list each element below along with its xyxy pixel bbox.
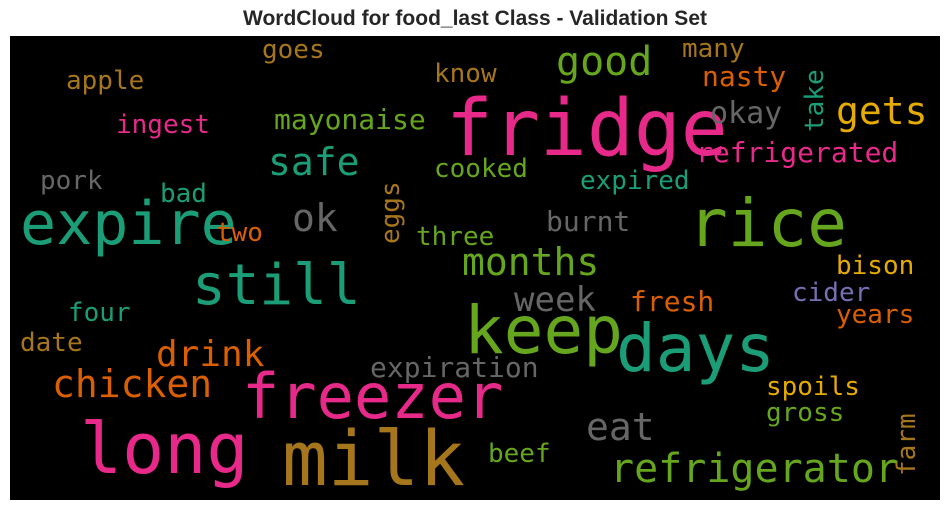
- word-okay: okay: [710, 96, 783, 131]
- word-spoils: spoils: [766, 372, 860, 402]
- word-take: take: [800, 69, 830, 132]
- word-ok: ok: [292, 196, 338, 240]
- word-gross: gross: [766, 398, 845, 428]
- word-cider: cider: [792, 278, 871, 308]
- word-many: many: [682, 36, 745, 64]
- word-still: still: [192, 253, 361, 318]
- word-days: days: [616, 310, 775, 387]
- word-pork: pork: [40, 166, 103, 196]
- word-apple: apple: [66, 66, 145, 96]
- word-years: years: [836, 300, 915, 330]
- word-fresh: fresh: [630, 285, 715, 318]
- word-three: three: [416, 222, 495, 252]
- word-goes: goes: [262, 36, 325, 65]
- word-eggs: eggs: [376, 181, 406, 244]
- word-gets: gets: [836, 89, 928, 133]
- word-beef: beef: [488, 439, 551, 469]
- word-chicken: chicken: [52, 362, 213, 406]
- word-expiration: expiration: [370, 351, 539, 384]
- word-burnt: burnt: [546, 205, 631, 238]
- word-refrigerator: refrigerator: [610, 446, 899, 492]
- word-fridge: fridge: [446, 84, 728, 174]
- word-cooked: cooked: [434, 154, 528, 184]
- word-months: months: [462, 240, 600, 284]
- word-mayonaise: mayonaise: [274, 103, 426, 136]
- word-eat: eat: [586, 405, 655, 449]
- chart-title: WordCloud for food_last Class - Validati…: [243, 7, 707, 30]
- word-know: know: [434, 59, 497, 89]
- word-farm: farm: [892, 413, 922, 476]
- word-two: two: [216, 218, 263, 248]
- word-ingest: ingest: [116, 110, 210, 140]
- word-rice: rice: [688, 185, 847, 262]
- word-four: four: [68, 298, 131, 328]
- word-expired: expired: [580, 166, 690, 196]
- word-drink: drink: [156, 334, 265, 375]
- word-refrigerated: refrigerated: [696, 136, 899, 169]
- word-nasty: nasty: [702, 60, 787, 93]
- word-bad: bad: [160, 179, 207, 209]
- word-expire: expire: [20, 189, 237, 259]
- word-safe: safe: [268, 140, 360, 184]
- word-date: date: [20, 328, 83, 358]
- word-long: long: [80, 408, 249, 490]
- wordcloud-canvas: fridge milk long keep days freezer rice expire s…: [10, 36, 940, 500]
- word-good: good: [556, 39, 653, 85]
- word-bison: bison: [836, 251, 915, 281]
- word-freezer: freezer: [242, 360, 504, 433]
- word-milk: milk: [282, 414, 466, 500]
- word-week: week: [514, 280, 596, 320]
- word-keep: keep: [464, 292, 623, 369]
